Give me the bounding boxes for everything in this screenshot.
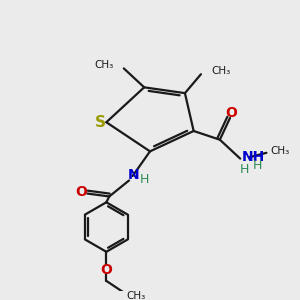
Text: O: O bbox=[75, 185, 87, 199]
Text: CH₃: CH₃ bbox=[271, 146, 290, 156]
Text: H: H bbox=[240, 163, 249, 176]
Text: O: O bbox=[226, 106, 237, 120]
Text: S: S bbox=[94, 115, 105, 130]
Text: O: O bbox=[100, 263, 112, 277]
Text: N: N bbox=[128, 168, 140, 182]
Text: CH₃: CH₃ bbox=[94, 61, 114, 70]
Text: NH: NH bbox=[242, 150, 265, 164]
Text: CH₃: CH₃ bbox=[127, 291, 146, 300]
Text: H: H bbox=[140, 172, 149, 185]
Text: CH₃: CH₃ bbox=[211, 66, 230, 76]
Text: H: H bbox=[253, 159, 262, 172]
